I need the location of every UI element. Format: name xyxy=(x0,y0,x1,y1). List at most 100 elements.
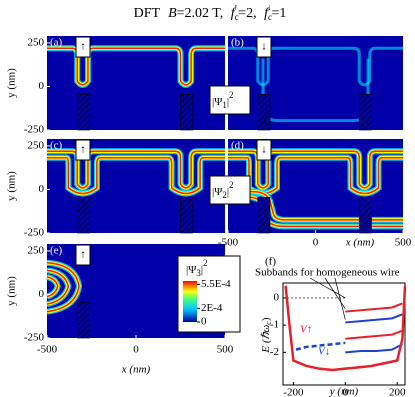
density-ridge xyxy=(47,48,225,85)
colorbar-tick-label: 5.5E-4 xyxy=(201,278,231,290)
psi-part: |Ψ xyxy=(186,264,197,276)
density-ridge xyxy=(228,158,403,194)
spin-box xyxy=(256,139,272,161)
spin-box xyxy=(75,139,91,161)
psi-part: | xyxy=(227,96,229,108)
psi-part: |Ψ xyxy=(212,96,223,108)
colorbar-tick-label: 0 xyxy=(201,316,207,328)
spin-box xyxy=(75,36,91,58)
heatmap-density xyxy=(47,263,79,312)
x-tick-label: -500 xyxy=(37,344,58,356)
x-tick-label: 500 xyxy=(217,344,234,356)
gate xyxy=(76,196,91,234)
heatmap-density xyxy=(47,48,225,85)
y-axis-label: y (nm) xyxy=(6,68,18,98)
x-tick-label: 200 xyxy=(389,387,406,397)
subband-line xyxy=(345,302,403,313)
x-axis-label: x (nm) xyxy=(121,364,151,376)
psi-part: 2 xyxy=(229,90,234,100)
psi-box xyxy=(209,85,251,115)
density-ridge xyxy=(228,151,403,188)
gate xyxy=(358,196,372,234)
y-axis-label: y (nm) xyxy=(6,276,18,306)
spin-arrow: ↑ xyxy=(80,41,86,53)
psi-part: 2 xyxy=(229,180,234,190)
y-tick-label: 250 xyxy=(28,139,45,151)
y-label-part: E (ℏω xyxy=(260,324,272,353)
x-tick-label: 0 xyxy=(313,237,319,249)
y-tick-label: 0 xyxy=(39,80,45,92)
density-ridge xyxy=(47,270,68,304)
y-tick-label: -250 xyxy=(24,124,45,136)
gate xyxy=(358,93,372,131)
spin-arrow: ↑ xyxy=(80,249,86,261)
x-tick-label: 0 xyxy=(343,387,349,397)
psi-part: 1 xyxy=(222,100,227,110)
y-tick-label: 0 xyxy=(274,291,280,303)
y-label-part: ) xyxy=(260,317,272,321)
psi-label: |Ψ3|2 xyxy=(186,258,208,278)
legend-label: V↑ xyxy=(300,324,312,336)
psi-part: | xyxy=(201,264,203,276)
gate xyxy=(257,196,271,234)
spin-box xyxy=(256,36,272,58)
x-tick-label: 0 xyxy=(133,344,139,356)
y-tick-label: 0 xyxy=(39,288,45,300)
density-ridge xyxy=(47,263,79,312)
subband-line xyxy=(345,343,403,354)
heatmap-density xyxy=(47,151,225,193)
spin-box xyxy=(75,244,91,266)
panel-label: (d) xyxy=(231,140,244,152)
y-tick-label: -1 xyxy=(270,319,279,331)
y-tick-label: -250 xyxy=(24,227,45,239)
y-tick-label: 250 xyxy=(28,244,45,256)
panel-label: (a) xyxy=(50,37,63,49)
psi-part: |Ψ xyxy=(212,186,223,198)
psi-label: |Ψ2|2 xyxy=(212,180,234,200)
density-ridge xyxy=(47,151,225,188)
annotation-arrow xyxy=(324,277,346,310)
gate xyxy=(76,93,91,131)
series-line xyxy=(295,341,346,351)
y-tick-label: -2 xyxy=(270,346,279,358)
legend-label: V↓ xyxy=(318,346,330,358)
y-axis-label: y (nm) xyxy=(6,171,18,201)
y-label-part: c xyxy=(264,321,273,325)
y-tick-label: 250 xyxy=(28,36,45,48)
spin-arrow: ↓ xyxy=(261,41,267,53)
x-tick-label: -500 xyxy=(218,237,239,249)
panel-label: (f) xyxy=(265,256,276,268)
gate xyxy=(257,93,271,131)
density-ridge xyxy=(47,277,58,297)
annotation: Subbands for homogeneous wire xyxy=(255,267,400,279)
psi-label: |Ψ1|2 xyxy=(212,90,234,110)
heatmap-density xyxy=(228,151,403,226)
y-axis-label: E (ℏωc) xyxy=(260,317,273,353)
annotation-arrow xyxy=(334,277,346,320)
y-tick-label: 0 xyxy=(39,183,45,195)
psi-part: 2 xyxy=(203,258,208,268)
spin-arrow: ↑ xyxy=(80,144,86,156)
x-tick-label: -200 xyxy=(283,387,304,397)
density-ridge xyxy=(228,192,403,220)
gate xyxy=(180,196,194,234)
series-line xyxy=(284,285,407,372)
title: DFT B=2.02 T, fc↑=2, fc↓=1 xyxy=(134,2,287,22)
subband-line xyxy=(345,313,403,324)
density-ridge xyxy=(228,48,403,85)
heatmap-panel xyxy=(228,36,403,130)
x-axis-label: y (nm) xyxy=(329,386,359,397)
gate xyxy=(76,301,91,339)
psi-part: 2 xyxy=(222,190,227,200)
subband-line xyxy=(345,329,403,340)
psi-part: | xyxy=(227,186,229,198)
x-axis-label: x (nm) xyxy=(345,237,375,249)
density-ridge xyxy=(47,158,225,194)
x-tick-label: 500 xyxy=(395,237,412,249)
spin-arrow: ↓ xyxy=(261,144,267,156)
colorbar-tick-label: 2E-4 xyxy=(201,302,223,314)
psi-part: 3 xyxy=(196,268,201,278)
gate xyxy=(180,93,194,131)
psi-box xyxy=(209,175,251,205)
